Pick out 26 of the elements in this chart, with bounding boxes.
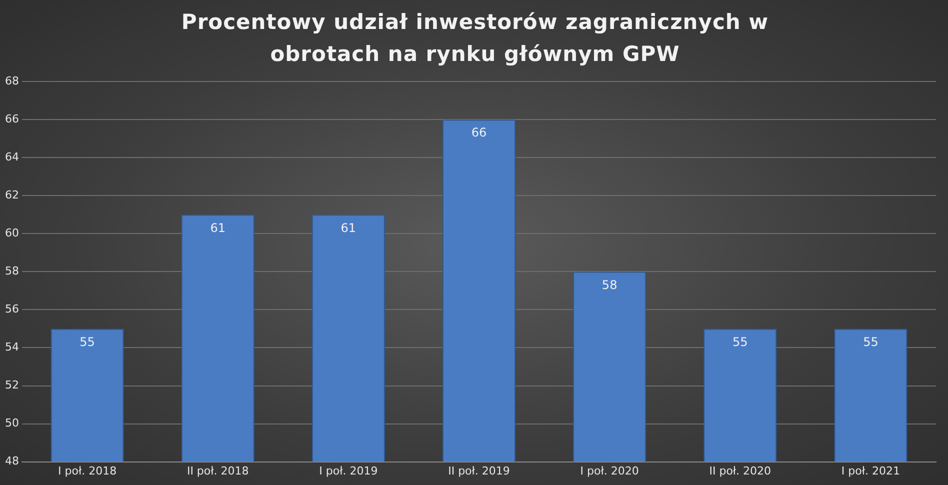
x-tick-label: I poł. 2019 xyxy=(319,464,378,478)
data-label: 58 xyxy=(602,278,618,292)
y-tick-label: 64 xyxy=(4,150,19,164)
chart-title: Procentowy udział inwestorów zagranicznych w obrotach na rynku głównym GPW xyxy=(180,9,770,68)
y-tick-label: 48 xyxy=(4,454,19,468)
data-label: 55 xyxy=(732,334,748,349)
y-tick-label: 68 xyxy=(4,74,19,88)
x-tick-label: I poł. 2020 xyxy=(580,464,639,478)
y-tick-label: 58 xyxy=(4,264,19,278)
x-tick-label: I poł. 2021 xyxy=(841,464,900,478)
y-tick-label: 56 xyxy=(4,302,19,316)
data-label: 55 xyxy=(80,334,95,349)
x-tick-label: I poł. 2018 xyxy=(58,464,117,478)
y-tick-label: 50 xyxy=(4,416,19,430)
x-tick-label: II poł. 2019 xyxy=(448,464,510,478)
x-tick-label: II poł. 2018 xyxy=(186,464,249,478)
data-label: 55 xyxy=(863,334,878,349)
data-label: 61 xyxy=(210,220,226,235)
y-tick-label: 54 xyxy=(4,340,19,354)
data-label: 66 xyxy=(471,126,487,140)
y-tick-label: 60 xyxy=(4,226,19,240)
data-label: 61 xyxy=(340,220,356,235)
y-tick-label: 62 xyxy=(4,188,19,202)
x-tick-label: II poł. 2020 xyxy=(709,464,772,478)
y-tick-label: 66 xyxy=(4,112,19,126)
y-tick-label: 52 xyxy=(4,378,19,392)
